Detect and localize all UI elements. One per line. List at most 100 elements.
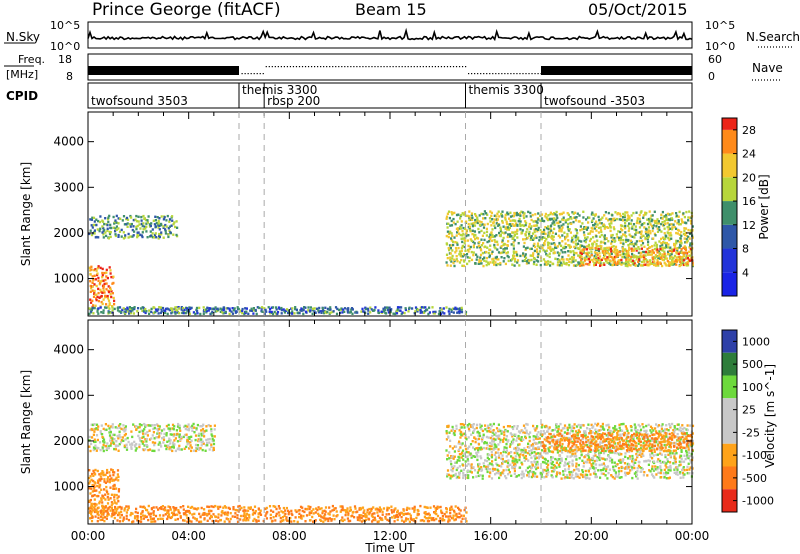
heatmap-cell	[680, 248, 683, 251]
heatmap-cell	[403, 311, 406, 315]
heatmap-cell	[590, 250, 593, 253]
heatmap-cell	[107, 216, 110, 219]
heatmap-cell	[575, 244, 578, 247]
heatmap-cell	[255, 520, 258, 523]
heatmap-cell	[172, 434, 175, 438]
heatmap-cell	[649, 223, 652, 226]
heatmap-cell	[311, 309, 314, 312]
heatmap-cell	[551, 231, 554, 234]
heatmap-cell	[189, 441, 192, 444]
heatmap-cell	[569, 451, 572, 454]
heatmap-cell	[398, 513, 401, 517]
heatmap-cell	[643, 260, 646, 264]
heatmap-cell	[155, 236, 158, 239]
heatmap-cell	[128, 306, 131, 309]
heatmap-cell	[438, 519, 441, 523]
heatmap-cell	[111, 437, 114, 440]
heatmap-cell	[579, 426, 582, 429]
heatmap-cell	[109, 293, 112, 296]
heatmap-cell	[114, 426, 117, 429]
heatmap-cell	[458, 448, 461, 451]
heatmap-cell	[643, 222, 646, 225]
heatmap-cell	[183, 308, 186, 311]
heatmap-cell	[184, 424, 187, 428]
heatmap-cell	[635, 240, 638, 243]
heatmap-cell	[252, 312, 255, 315]
heatmap-cell	[240, 506, 243, 510]
heatmap-cell	[560, 249, 563, 252]
heatmap-cell	[666, 259, 669, 263]
heatmap-cell	[107, 285, 110, 288]
heatmap-cell	[460, 469, 463, 472]
heatmap-cell	[596, 239, 599, 242]
nave-dot	[326, 66, 328, 68]
heatmap-cell	[549, 260, 552, 264]
heatmap-cell	[598, 429, 601, 432]
heatmap-cell	[489, 261, 492, 264]
heatmap-cell	[494, 226, 497, 230]
heatmap-cell	[195, 508, 198, 511]
heatmap-cell	[365, 307, 368, 310]
heatmap-cell	[523, 459, 526, 462]
nave-dot	[519, 73, 521, 75]
heatmap-cell	[354, 507, 357, 510]
heatmap-cell	[568, 244, 571, 247]
heatmap-cell	[157, 224, 160, 227]
heatmap-cell	[654, 241, 657, 244]
heatmap-cell	[481, 234, 484, 237]
heatmap-cell	[621, 255, 624, 259]
heatmap-cell	[576, 212, 579, 215]
heatmap-cell	[585, 226, 588, 229]
heatmap-cell	[632, 211, 635, 215]
heatmap-cell	[480, 238, 483, 241]
heatmap-cell	[207, 309, 210, 312]
heatmap-cell	[400, 306, 403, 309]
heatmap-cell	[113, 483, 116, 487]
heatmap-cell	[503, 446, 506, 449]
heatmap-cell	[561, 448, 564, 451]
heatmap-cell	[97, 291, 100, 295]
heatmap-cell	[557, 445, 560, 448]
heatmap-cell	[162, 514, 165, 517]
heatmap-cell	[540, 426, 543, 429]
heatmap-cell	[144, 425, 147, 428]
heatmap-cell	[114, 478, 117, 481]
heatmap-cell	[103, 282, 106, 286]
heatmap-cell	[590, 213, 593, 216]
heatmap-cell	[661, 210, 664, 214]
heatmap-cell	[592, 260, 595, 263]
nave-dot	[489, 73, 491, 75]
heatmap-cell	[140, 429, 143, 432]
heatmap-cell	[678, 255, 681, 258]
heatmap-cell	[645, 228, 648, 231]
heatmap-cell	[643, 257, 646, 261]
heatmap-cell	[484, 245, 487, 248]
heatmap-cell	[294, 516, 297, 519]
heatmap-cell	[247, 509, 250, 512]
nave-dot	[289, 66, 292, 68]
heatmap-cell	[478, 423, 482, 426]
heatmap-cell	[489, 468, 492, 471]
heatmap-cell	[496, 262, 499, 266]
heatmap-cell	[371, 512, 374, 516]
heatmap-cell	[564, 246, 568, 249]
heatmap-cell	[120, 228, 123, 232]
heatmap-cell	[536, 250, 539, 254]
heatmap-cell	[188, 511, 191, 515]
heatmap-cell	[210, 430, 213, 433]
heatmap-cell	[169, 442, 172, 445]
heatmap-cell	[467, 244, 470, 248]
nave-dot	[434, 66, 436, 68]
heatmap-cell	[571, 425, 574, 428]
heatmap-cell	[613, 227, 616, 231]
heatmap-cell	[450, 219, 453, 223]
heatmap-cell	[571, 436, 574, 439]
heatmap-cell	[532, 244, 535, 247]
nave-dot	[268, 66, 270, 68]
heatmap-cell	[480, 446, 483, 449]
heatmap-cell	[142, 517, 145, 520]
heatmap-cell	[93, 274, 96, 277]
heatmap-cell	[547, 214, 550, 217]
heatmap-cell	[651, 227, 655, 230]
heatmap-cell	[519, 220, 522, 223]
